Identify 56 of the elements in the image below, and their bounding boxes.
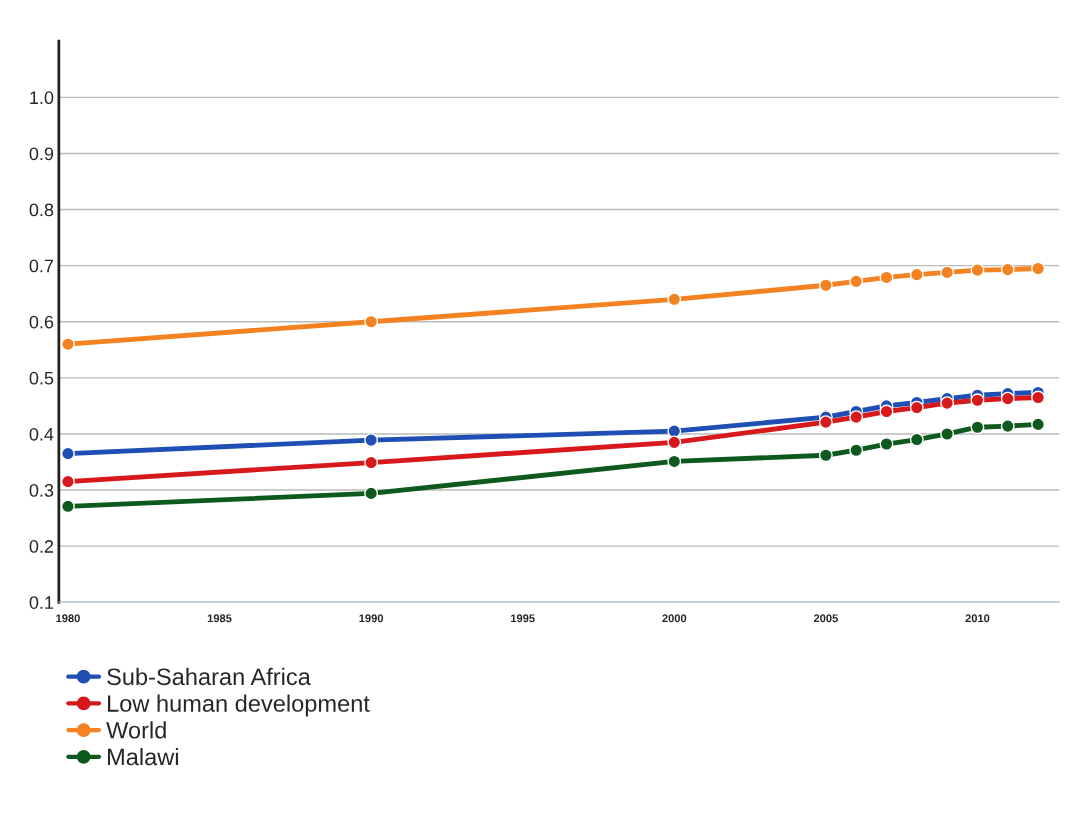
point (849, 410, 864, 425)
point (940, 396, 955, 411)
point (667, 435, 682, 450)
point (364, 486, 379, 501)
point (940, 265, 955, 280)
point (879, 270, 894, 285)
point (879, 404, 894, 419)
point (364, 433, 379, 448)
point (60, 337, 75, 352)
point (940, 427, 955, 441)
y-tick-label: 0.2 (29, 540, 54, 553)
x-tick-label: 1980 (56, 614, 80, 623)
x-tick-label: 1985 (207, 614, 232, 623)
point (364, 314, 379, 329)
point (60, 474, 75, 489)
y-tick-label: 0.9 (29, 147, 54, 161)
y-tick-label: 0.4 (29, 427, 54, 441)
point (970, 420, 985, 435)
legend-label: World (106, 721, 166, 739)
y-tick-label: 0.6 (29, 315, 54, 329)
point (364, 455, 379, 470)
point (60, 446, 75, 461)
point (970, 263, 985, 278)
point (1031, 261, 1046, 276)
point (818, 278, 833, 293)
point (667, 454, 682, 469)
point (879, 437, 894, 451)
point (1031, 390, 1046, 405)
x-tick-label: 2010 (965, 614, 990, 623)
point (667, 292, 682, 307)
point (60, 499, 75, 514)
legend-label: Low human development (108, 694, 370, 717)
point (849, 274, 864, 289)
point (1031, 417, 1046, 432)
point (849, 443, 864, 458)
x-tick-label: 2005 (813, 614, 838, 623)
point (1000, 391, 1015, 406)
legend-label: Sub-Saharan Africa (107, 667, 311, 686)
x-tick-label: 1990 (359, 614, 384, 623)
y-tick-label: 0.3 (29, 483, 54, 497)
x-tick-label: 2000 (662, 614, 687, 623)
y-tick-label: 0.7 (29, 259, 54, 273)
point (818, 415, 833, 430)
x-tick-label: 1995 (511, 614, 535, 623)
point (909, 267, 924, 282)
y-tick-label: 1.0 (30, 91, 54, 105)
point (909, 400, 924, 415)
y-tick-label: 0.5 (29, 371, 54, 385)
point (818, 448, 833, 463)
point (1000, 262, 1015, 277)
point (909, 432, 924, 447)
point (1000, 419, 1015, 434)
y-tick-label: 0.8 (29, 203, 54, 217)
point (970, 393, 985, 408)
y-tick-label: 0.1 (29, 596, 54, 609)
legend-label: Malawi (108, 747, 178, 766)
